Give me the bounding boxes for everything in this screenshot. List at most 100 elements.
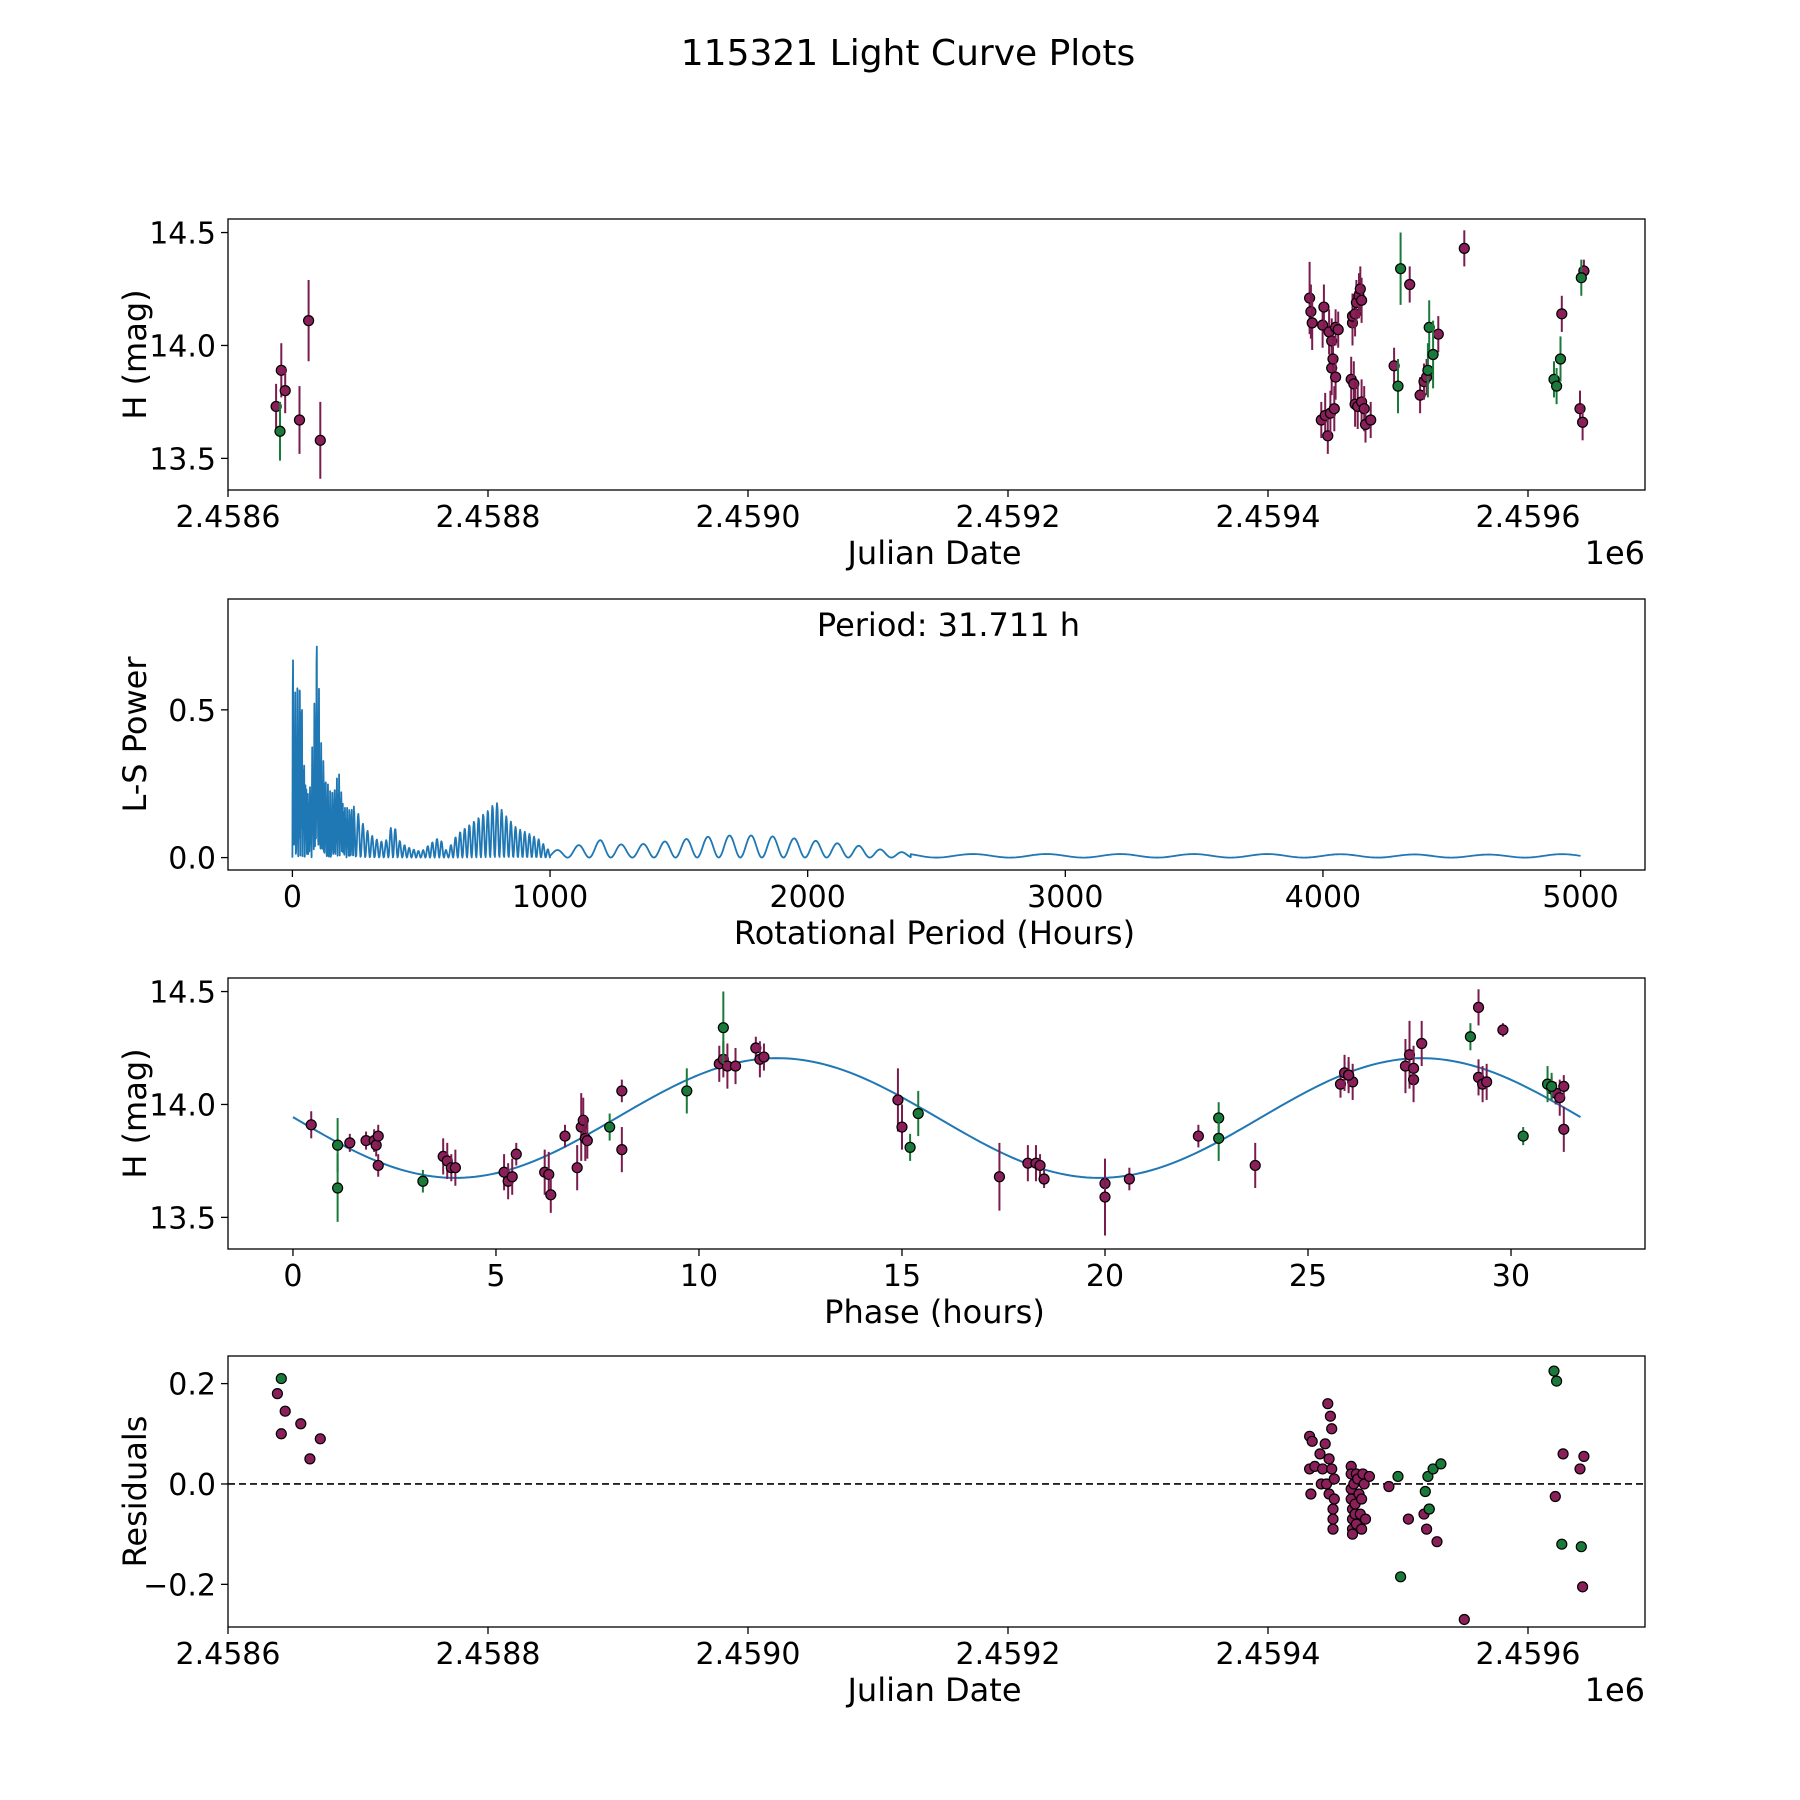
phased-red-point: [1192, 1130, 1204, 1142]
phased-red-point: [1123, 1173, 1135, 1185]
residuals-y-tick-label: 0.0: [168, 1468, 216, 1503]
phased-red-point: [892, 1094, 904, 1106]
lightcurve-red-point: [1326, 335, 1338, 347]
phased-red-point: [559, 1130, 571, 1142]
residuals-red-point: [1306, 1435, 1318, 1447]
residuals-x-axis-label: Julian Date: [845, 1671, 1021, 1709]
phased-red-point: [1034, 1159, 1046, 1172]
residuals-red-point: [1305, 1488, 1317, 1500]
residuals-plot-frame: [227, 1355, 1646, 1628]
residuals-green-point: [1435, 1458, 1447, 1470]
phased-red-point: [616, 1144, 628, 1156]
residuals-red-point: [1326, 1423, 1338, 1435]
phased-red-point: [571, 1162, 583, 1174]
phased-green-point: [904, 1141, 916, 1153]
phased-red-point: [1249, 1159, 1261, 1172]
phased-y-tick-label: 13.5: [149, 1201, 216, 1236]
residuals-green-point: [1575, 1541, 1587, 1553]
lightcurve-red-point: [1404, 278, 1416, 291]
phased-red-point: [1558, 1123, 1570, 1135]
lightcurve-x-tick-label: 2.4592: [956, 500, 1061, 535]
periodogram-x-tick-label: 4000: [1285, 880, 1361, 915]
residuals-red-point: [1320, 1478, 1333, 1490]
residuals-red-point: [1431, 1536, 1443, 1548]
phased-green-point: [1464, 1031, 1477, 1043]
phased-x-tick-label: 10: [680, 1259, 718, 1294]
lightcurve-red-point: [1458, 242, 1470, 254]
phased-plot-frame: [227, 977, 1646, 1250]
lightcurve-red-point: [1414, 389, 1426, 401]
lightcurve-panel: 2.4586 2.4588 2.4590 2.4592 2.4594 2.4596 13.5…: [116, 217, 1646, 572]
residuals-x-tick-label: 2.4588: [436, 1637, 541, 1672]
phased-red-point: [758, 1051, 770, 1063]
phased-red-point: [1416, 1037, 1428, 1050]
lightcurve-x-tick-label: 2.4596: [1476, 500, 1581, 535]
lightcurve-red-point: [293, 414, 306, 426]
phased-x-tick-label: 25: [1289, 1259, 1327, 1294]
lightcurve-y-axis-label: H (mag): [116, 289, 154, 419]
lightcurve-green-point: [1422, 364, 1434, 376]
lightcurve-plot-frame: [227, 218, 1646, 491]
lightcurve-red-point: [1328, 403, 1340, 415]
phased-x-tick-label: 20: [1086, 1259, 1124, 1294]
phased-green-point: [1546, 1080, 1558, 1093]
phased-red-point: [372, 1130, 384, 1142]
residuals-green-point: [1392, 1470, 1404, 1483]
lightcurve-red-point: [1354, 283, 1366, 295]
residuals-red-point: [1359, 1513, 1372, 1525]
lightcurve-red-point: [1432, 328, 1444, 340]
phased-green-point: [604, 1121, 616, 1133]
residuals-red-point: [1355, 1493, 1368, 1505]
residuals-x-offset-label: 1e6: [1585, 1671, 1645, 1709]
residuals-red-point: [304, 1453, 316, 1465]
residuals-red-point: [1420, 1523, 1433, 1535]
phased-red-point: [616, 1085, 628, 1097]
lightcurve-red-point: [1358, 403, 1370, 415]
phased-green-point: [332, 1139, 344, 1151]
phased-green-point: [1213, 1132, 1225, 1144]
periodogram-x-tick-label: 1000: [512, 880, 588, 915]
lightcurve-red-point: [1318, 301, 1330, 313]
phased-red-point: [370, 1139, 382, 1151]
phased-red-point: [543, 1168, 555, 1181]
lightcurve-red-point: [275, 364, 287, 376]
phased-x-tick-label: 0: [283, 1259, 302, 1294]
lightcurve-red-point: [1576, 416, 1589, 428]
phased-panel: 0 5 10 15 20 25 30 13.5 14.0 14.5 Phase (hours) H (…: [116, 976, 1646, 1331]
residuals-green-point: [1427, 1463, 1439, 1475]
lightcurve-y-tick-label: 14.0: [149, 329, 216, 364]
lightcurve-x-axis-label: Julian Date: [845, 534, 1021, 572]
residuals-green-point: [1556, 1538, 1568, 1550]
periodogram-y-axis-label: L-S Power: [116, 656, 154, 813]
residuals-red-point: [1327, 1513, 1339, 1525]
residuals-x-tick-label: 2.4586: [176, 1637, 281, 1672]
phased-x-tick-label: 30: [1492, 1259, 1530, 1294]
lightcurve-red-point: [279, 385, 291, 397]
phased-red-point: [993, 1171, 1006, 1183]
phased-green-point: [681, 1085, 693, 1097]
figure-title: 115321 Light Curve Plots: [681, 33, 1135, 74]
phased-red-point: [896, 1121, 908, 1133]
periodogram-x-tick-label: 5000: [1542, 880, 1618, 915]
residuals-green-point: [1422, 1470, 1434, 1483]
residuals-y-axis-label: Residuals: [116, 1416, 154, 1568]
periodogram-x-axis-label: Rotational Period (Hours): [734, 914, 1135, 952]
residuals-red-point: [1574, 1463, 1586, 1475]
lightcurve-green-point: [1575, 272, 1587, 284]
lightcurve-green-point: [1392, 380, 1404, 392]
lightcurve-red-point: [314, 434, 326, 446]
periodogram-y-tick-label: 0.5: [168, 694, 216, 729]
residuals-x-tick-label: 2.4590: [696, 1637, 801, 1672]
lightcurve-x-tick-label: 2.4586: [176, 500, 281, 535]
phased-red-point: [1407, 1062, 1420, 1074]
phased-green-point: [332, 1182, 344, 1194]
phased-red-point: [305, 1119, 317, 1131]
residuals-red-point: [1363, 1470, 1376, 1483]
phased-red-point: [729, 1060, 742, 1072]
residuals-red-point: [1355, 1523, 1368, 1535]
residuals-red-point: [1557, 1448, 1569, 1460]
phased-green-point: [912, 1107, 924, 1120]
residuals-x-tick-label: 2.4596: [1476, 1637, 1581, 1672]
periodogram-y-tick-label: 0.0: [168, 842, 216, 877]
lightcurve-green-point: [1394, 263, 1407, 275]
